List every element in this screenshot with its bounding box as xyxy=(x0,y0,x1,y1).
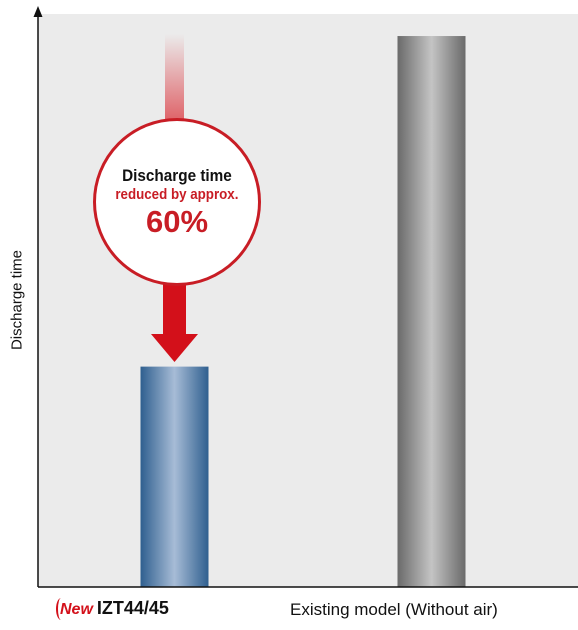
callout-line-2: reduced by approx. xyxy=(115,186,239,203)
bar-existing-model xyxy=(397,36,466,588)
x-tick-label-existing: Existing model (Without air) xyxy=(290,600,498,619)
plot-background xyxy=(38,14,578,587)
reduction-arrow-shaft xyxy=(163,282,186,334)
bar-izt44-45 xyxy=(140,366,209,587)
callout-line-1: Discharge time xyxy=(122,165,232,185)
new-badge: New xyxy=(60,601,93,618)
y-axis-arrow-icon xyxy=(33,6,43,17)
y-axis-label: Discharge time xyxy=(8,249,26,351)
x-tick-label-new-model: IZT44/45 xyxy=(96,598,169,618)
reduction-callout: Discharge time reduced by approx. 60% xyxy=(93,118,261,286)
reduction-arrow-head xyxy=(151,334,198,362)
callout-line-3: 60% xyxy=(145,203,209,239)
x-tick-label-new: New IZT44/45 xyxy=(60,598,169,619)
new-badge-ring-icon xyxy=(56,598,66,620)
reduction-fade-bar xyxy=(165,34,184,128)
